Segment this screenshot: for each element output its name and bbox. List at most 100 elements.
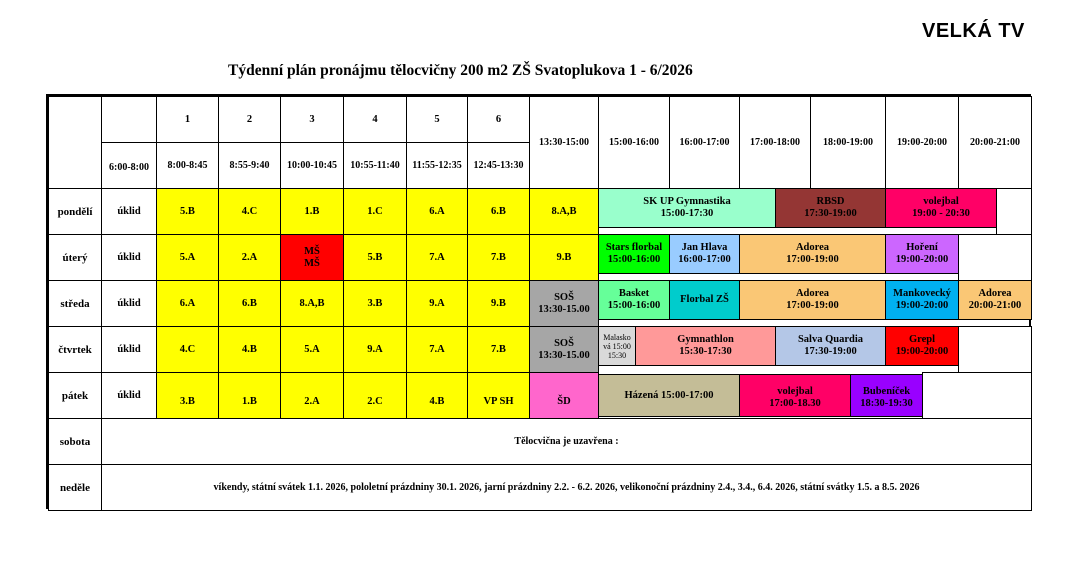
day-label-3: čtvrtek [48, 326, 102, 373]
slot-2-7-text: 13:30-15.00 [538, 303, 590, 315]
header-time-7: 13:30-15:00 [529, 96, 599, 189]
slot-3-10-text: Salva Quardia [797, 334, 864, 345]
slot-4-5-text: 4.B [429, 396, 445, 407]
header-time-9: 16:00-17:00 [669, 96, 740, 189]
slot-3-5: 7.A [406, 326, 468, 373]
slot-1-3-text: MŠ [304, 245, 320, 257]
day-label-3-text: čtvrtek [58, 343, 92, 356]
slot-4-9-text: volejbal [777, 386, 813, 397]
slot-1-9-text: Jan Hlava [681, 242, 728, 253]
slot-4-1-text: 3.B [180, 396, 195, 407]
slot-3-7: SOŠ 13:30-15.00 [529, 326, 599, 373]
header-lesson-2-text: 2 [246, 113, 253, 125]
header-time-10-text: 17:00-18:00 [750, 136, 800, 148]
slot-4-11 [922, 372, 1032, 419]
header-time-11: 18:00-19:00 [810, 96, 886, 189]
slot-0-3-text: 1.B [304, 205, 320, 217]
day-label-5: sobota [48, 418, 102, 465]
closed-note: Tělocvična je uzavřena : [101, 418, 1032, 465]
slot-2-7-text: SOŠ [554, 291, 574, 303]
day-label-0: pondělí [48, 188, 102, 235]
slot-1-9: Jan Hlava 16:00-17:00 [669, 234, 740, 274]
slot-3-6: 7.B [467, 326, 530, 373]
slot-4-6: VP SH [467, 372, 530, 419]
day-label-2-text: středa [60, 297, 90, 310]
slot-0-1-text: 5.B [180, 205, 195, 217]
slot-3-5-text: 7.A [429, 343, 445, 355]
slot-3-2-text: 4.B [242, 343, 257, 355]
slot-0-5-text: 6.A [429, 205, 445, 217]
slot-0-11 [996, 188, 1032, 235]
schedule-table: 1 2 3 4 5 6 6:00-8:00 8:00-8:45 8:55-9:40 10:00-1… [46, 94, 1032, 511]
slot-4-10: Bubeníček 18:30-19:30 [850, 374, 923, 417]
slot-1-7-text: 9.B [556, 251, 572, 263]
slot-2-10-text: Adorea [795, 288, 830, 299]
header-time-3: 10:00-10:45 [280, 142, 344, 189]
slot-0-5: 6.A [406, 188, 468, 235]
slot-1-11-text: Hoření [906, 242, 938, 253]
slot-1-4: 5.B [343, 234, 407, 281]
slot-2-2: 6.B [218, 280, 281, 327]
slot-1-2-text: 2.A [241, 251, 258, 263]
slot-4-1: 3.B [156, 372, 219, 419]
slot-0-9-text: RBSD [816, 196, 845, 207]
slot-3-2: 4.B [218, 326, 281, 373]
header-lesson-3: 3 [280, 96, 344, 143]
slot-4-3: 2.A [280, 372, 344, 419]
slot-1-7: 9.B [529, 234, 599, 281]
day-label-1: úterý [48, 234, 102, 281]
slot-3-0: úklid [101, 326, 157, 373]
header-time-0: 6:00-8:00 [101, 142, 157, 189]
slot-0-6: 6.B [467, 188, 530, 235]
day-label-5-text: sobota [59, 435, 91, 448]
header-time-7-text: 13:30-15:00 [539, 136, 589, 148]
slot-3-11: Grepl 19:00-20:00 [885, 326, 959, 366]
slot-2-9-text: Florbal ZŠ [680, 294, 729, 305]
day-label-6-text: neděle [60, 481, 90, 494]
slot-2-7: SOŠ 13:30-15.00 [529, 280, 599, 327]
slot-2-3: 8.A,B [280, 280, 344, 327]
slot-0-0-text: úklid [117, 205, 141, 217]
slot-4-10-text: 18:30-19:30 [860, 398, 913, 409]
slot-3-4-text: 9.A [367, 343, 383, 355]
day-label-1-text: úterý [62, 251, 88, 264]
slot-0-4: 1.C [343, 188, 407, 235]
header-time-4: 10:55-11:40 [343, 142, 407, 189]
slot-1-0-text: úklid [117, 251, 141, 263]
header-lesson-2: 2 [218, 96, 281, 143]
header-lesson-4-text: 4 [372, 113, 378, 125]
header-time-11-text: 18:00-19:00 [823, 136, 873, 148]
slot-2-9: Florbal ZŠ [669, 280, 740, 320]
closure-details: víkendy, státní svátek 1.1. 2026, polole… [101, 464, 1032, 511]
slot-3-7-text: 13:30-15.00 [538, 349, 590, 361]
slot-1-11-text: 19:00-20:00 [895, 254, 949, 265]
slot-1-10-text: 17:00-19:00 [786, 254, 839, 265]
header-lesson-6-text: 6 [495, 113, 502, 125]
closure-details-text: víkendy, státní svátek 1.1. 2026, polole… [213, 481, 920, 493]
slot-0-8-text: SK UP Gymnastika [643, 196, 731, 207]
header-time-10: 17:00-18:00 [739, 96, 811, 189]
slot-0-10: volejbal 19:00 - 20:30 [885, 188, 997, 228]
header-time-8: 15:00-16:00 [598, 96, 670, 189]
slot-4-8-text: Házená 15:00-17:00 [624, 389, 714, 401]
slot-4-10-text: Bubeníček [862, 386, 911, 397]
slot-0-9-text: 17:30-19:00 [804, 208, 857, 219]
slot-2-11: Mankovecký 19:00-20:00 [885, 280, 959, 320]
slot-2-3-text: 8.A,B [299, 297, 325, 309]
header-time-9-text: 16:00-17:00 [679, 136, 730, 148]
slot-3-8: Malasko vá 15:00 15:30 [598, 326, 636, 366]
header-time-1: 8:00-8:45 [156, 142, 219, 189]
header-lesson-4: 4 [343, 96, 407, 143]
slot-2-1-text: 6.A [179, 297, 196, 309]
slot-0-1: 5.B [156, 188, 219, 235]
slot-4-2-text: 1.B [242, 396, 257, 407]
slot-4-0: úklid [101, 372, 157, 419]
header-time-8-text: 15:00-16:00 [609, 136, 659, 148]
header-time-3-text: 10:00-10:45 [287, 159, 337, 171]
slot-0-2-text: 4.C [241, 205, 258, 217]
slot-2-2-text: 6.B [242, 297, 257, 309]
slot-2-5-text: 9.A [429, 297, 445, 309]
slot-1-3: MŠ MŠ [280, 234, 344, 281]
header-lesson-1-text: 1 [184, 113, 191, 125]
slot-1-10: Adorea 17:00-19:00 [739, 234, 886, 274]
